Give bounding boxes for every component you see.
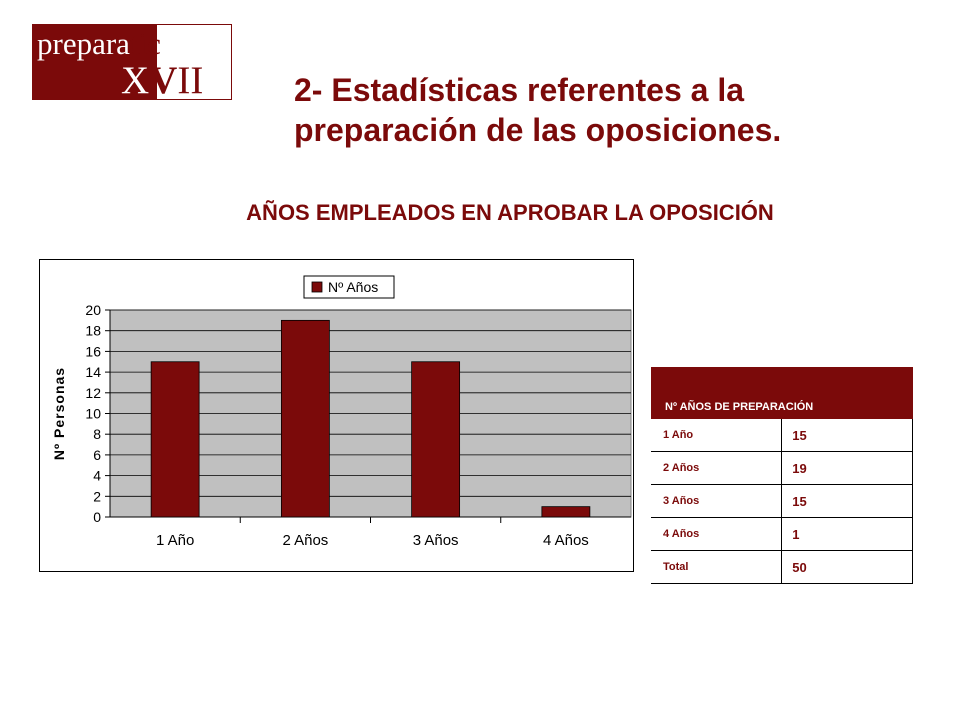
y-axis-label: Nº Personas	[51, 367, 67, 460]
x-tick-label: 4 Años	[543, 532, 589, 549]
y-tick-label: 10	[85, 406, 101, 422]
table-header: Nº AÑOS DE PREPARACIÓN	[651, 367, 913, 419]
table-row: 1 Año 15	[651, 419, 913, 452]
row-label: 2 Años	[651, 451, 782, 485]
logo-word-bottom: XVII	[121, 59, 204, 100]
row-value: 1	[781, 517, 913, 551]
y-tick-label: 8	[93, 426, 101, 442]
chart-heading: AÑOS EMPLEADOS EN APROBAR LA OPOSICIÓN	[246, 200, 774, 225]
row-value: 15	[781, 419, 913, 452]
years-table: Nº AÑOS DE PREPARACIÓN 1 Año 15 2 Años 1…	[651, 367, 913, 584]
table-header-row: Nº AÑOS DE PREPARACIÓN	[651, 367, 913, 419]
x-tick-label: 1 Año	[156, 532, 194, 549]
bar-chart: 0 2 4 6 8 10 12 14 16 18 20 1 Año 2 Años 3 Años 4 Años…	[39, 259, 634, 572]
legend-label: Nº Años	[328, 279, 378, 295]
y-tick-label: 0	[93, 509, 101, 525]
y-tick-label: 20	[85, 302, 101, 318]
row-label: 1 Año	[651, 419, 782, 452]
row-label: 4 Años	[651, 517, 782, 551]
bar	[541, 506, 591, 518]
row-label: 3 Años	[651, 484, 782, 518]
table-row: 2 Años 19	[651, 451, 913, 485]
y-tick-label: 4	[93, 468, 101, 484]
y-tick-label: 16	[85, 343, 101, 359]
y-tick-label: 18	[85, 323, 101, 339]
table-row-total: Total 50	[651, 550, 913, 584]
row-label: Total	[651, 550, 782, 584]
legend-box	[303, 275, 395, 299]
table-row: 3 Años 15	[651, 484, 913, 518]
row-value: 15	[781, 484, 913, 518]
row-value: 19	[781, 451, 913, 485]
y-tick-label: 2	[93, 488, 101, 504]
logo-block-bottom	[33, 63, 157, 99]
x-tick-label: 3 Años	[413, 532, 459, 549]
legend-swatch	[311, 281, 323, 293]
chart-svg: 0 2 4 6 8 10 12 14 16 18 20 1 Año 2 Años 3 Años 4 Años…	[51, 275, 632, 549]
bar	[150, 361, 200, 518]
y-tick-label: 14	[85, 364, 101, 380]
y-tick-label: 12	[85, 385, 101, 401]
bar	[280, 319, 330, 518]
table-row: 4 Años 1	[651, 517, 913, 551]
logo-word-top: preparatic	[37, 26, 161, 61]
y-tick-label: 6	[93, 447, 101, 463]
x-tick-label: 2 Años	[282, 532, 328, 549]
logo: preparatic XVII	[32, 24, 232, 100]
logo-block-top	[33, 25, 157, 63]
page-title: 2- Estadísticas referentes a la preparac…	[294, 72, 782, 148]
row-value: 50	[781, 550, 913, 584]
bar	[411, 361, 461, 518]
